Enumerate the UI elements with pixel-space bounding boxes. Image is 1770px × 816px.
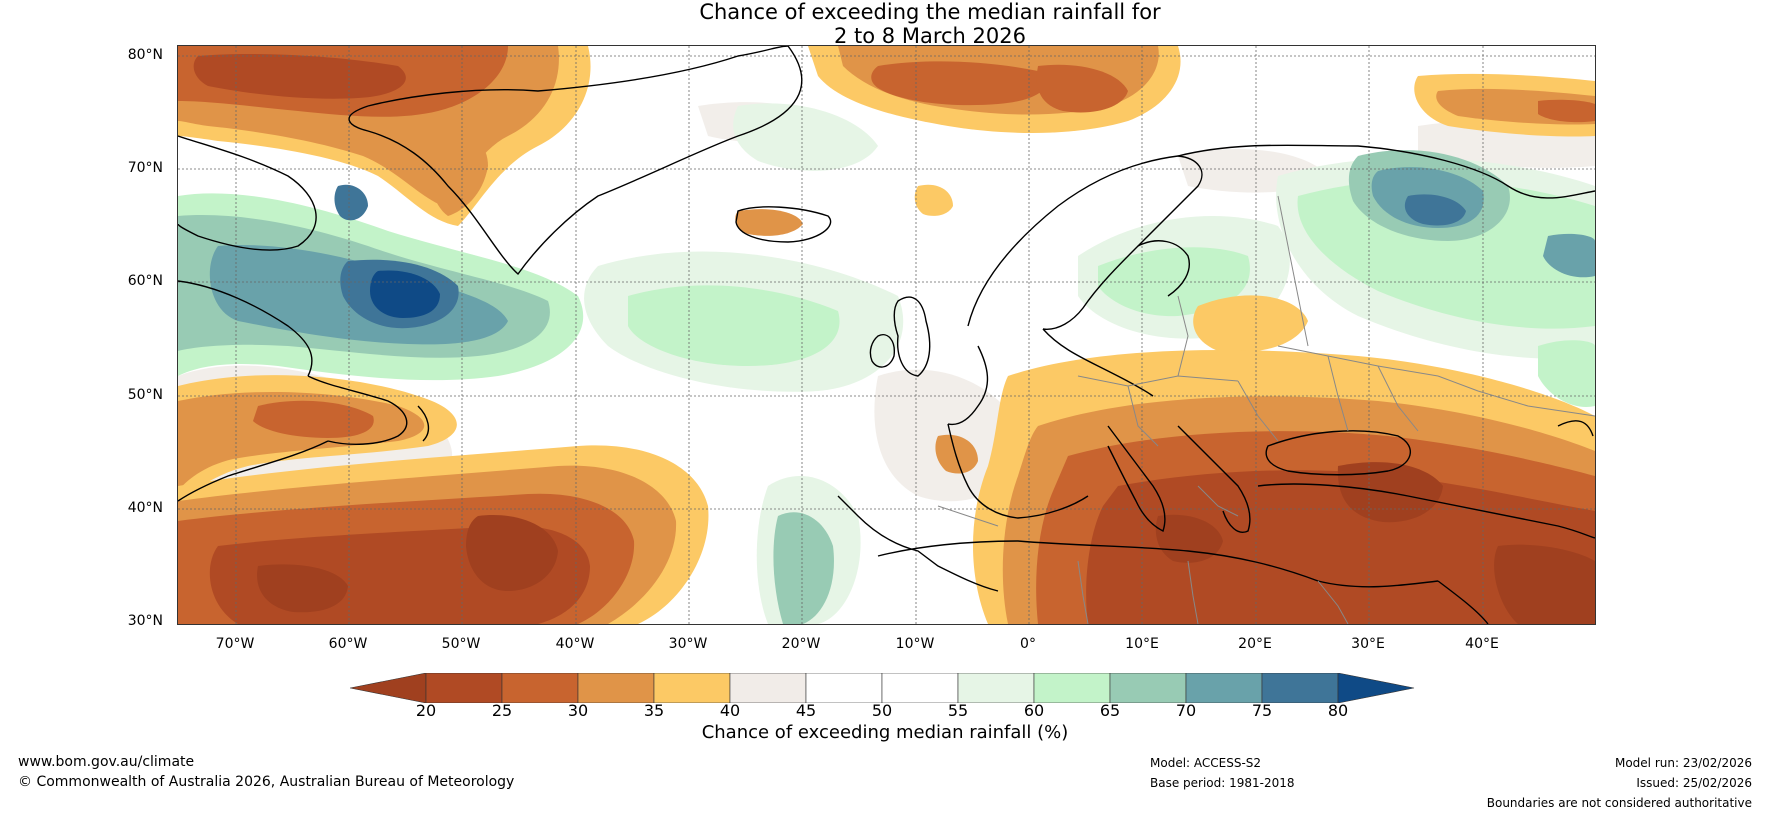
lon-label-10w: 10°W	[895, 636, 935, 652]
colorbar-tick-35: 35	[643, 701, 665, 720]
map-svg	[178, 46, 1595, 624]
colorbar-tick-75: 75	[1251, 701, 1273, 720]
footer-website[interactable]: www.bom.gov.au/climate	[18, 754, 195, 770]
lon-label-0: 0°	[1020, 636, 1036, 652]
colorbar-swatch-50-55	[881, 673, 959, 703]
footer-issued: Issued: 25/02/2026	[1636, 776, 1752, 790]
colorbar-extend-high	[1337, 673, 1415, 703]
lon-label-60w: 60°W	[328, 636, 368, 652]
colorbar-tick-80: 80	[1327, 701, 1349, 720]
lat-label-30n: 30°N	[127, 613, 163, 629]
country-borders	[937, 195, 1595, 624]
lat-label-60n: 60°N	[127, 273, 163, 289]
colorbar-swatch-40-45	[729, 673, 807, 703]
colorbar-swatch-45-50	[805, 673, 883, 703]
map-title: Chance of exceeding the median rainfall …	[0, 0, 1770, 48]
colorbar-tick-70: 70	[1175, 701, 1197, 720]
colorbar-swatch-60-65	[1033, 673, 1111, 703]
graticule	[178, 46, 1595, 624]
colorbar-tick-45: 45	[795, 701, 817, 720]
colorbar-tick-55: 55	[947, 701, 969, 720]
colorbar-swatch-65-70	[1109, 673, 1187, 703]
coastlines	[178, 46, 1595, 624]
colorbar-swatch-20-25	[425, 673, 503, 703]
lon-label-20e: 20°E	[1238, 636, 1272, 652]
colorbar-tick-25: 25	[491, 701, 513, 720]
lon-label-30w: 30°W	[668, 636, 708, 652]
footer-base-period: Base period: 1981-2018	[1150, 776, 1295, 790]
lon-label-30e: 30°E	[1351, 636, 1385, 652]
colorbar-swatch-55-60	[957, 673, 1035, 703]
footer-disclaimer: Boundaries are not considered authoritat…	[1486, 796, 1752, 810]
colorbar-swatch-70-75	[1185, 673, 1263, 703]
rainfall-probability-map[interactable]	[177, 45, 1596, 625]
title-line-1: Chance of exceeding the median rainfall …	[699, 0, 1161, 24]
colorbar-swatch-75-80	[1261, 673, 1339, 703]
lon-label-40w: 40°W	[555, 636, 595, 652]
colorbar-tick-65: 65	[1099, 701, 1121, 720]
colorbar-tick-60: 60	[1023, 701, 1045, 720]
lon-label-50w: 50°W	[441, 636, 481, 652]
lon-label-70w: 70°W	[215, 636, 255, 652]
title-line-2: 2 to 8 March 2026	[834, 24, 1026, 48]
colorbar-tick-30: 30	[567, 701, 589, 720]
colorbar-tick-40: 40	[719, 701, 741, 720]
colorbar-swatch-25-30	[501, 673, 579, 703]
colorbar-extend-low	[350, 673, 427, 703]
lon-label-20w: 20°W	[781, 636, 821, 652]
footer-copyright: © Commonwealth of Australia 2026, Austra…	[18, 774, 515, 790]
footer-model: Model: ACCESS-S2	[1150, 756, 1262, 770]
lon-label-40e: 40°E	[1465, 636, 1499, 652]
lat-label-40n: 40°N	[127, 500, 163, 516]
lat-label-70n: 70°N	[127, 160, 163, 176]
colorbar-swatch-35-40	[653, 673, 731, 703]
footer-model-run: Model run: 23/02/2026	[1614, 756, 1752, 770]
colorbar-tick-20: 20	[415, 701, 437, 720]
colorbar-swatch-30-35	[577, 673, 655, 703]
lat-label-80n: 80°N	[127, 47, 163, 63]
colorbar	[350, 673, 1415, 703]
lat-label-50n: 50°N	[127, 387, 163, 403]
colorbar-tick-50: 50	[871, 701, 893, 720]
dry-brown-areas	[178, 46, 1595, 624]
lon-label-10e: 10°E	[1125, 636, 1159, 652]
colorbar-title: Chance of exceeding median rainfall (%)	[701, 722, 1069, 743]
